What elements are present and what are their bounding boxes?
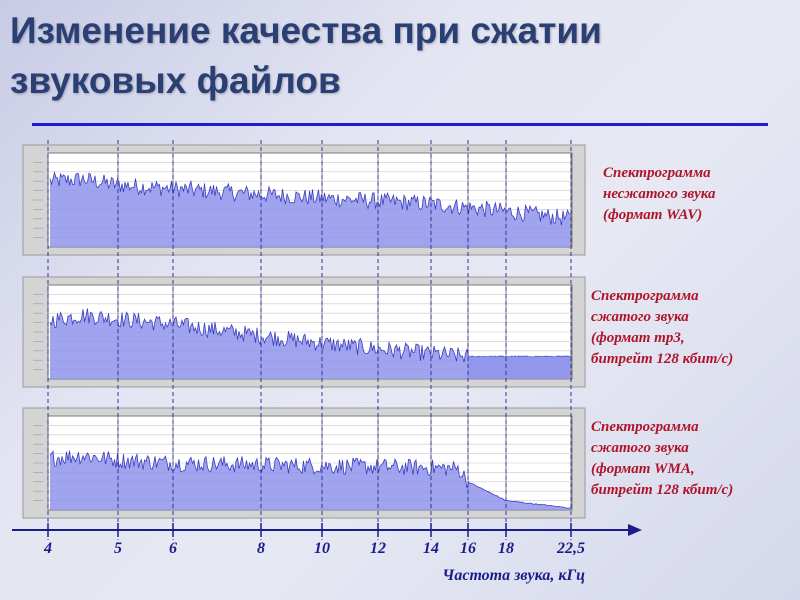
axis-arrowhead [628,524,642,536]
spectrogram-panel [22,407,586,519]
tick-label: 6 [169,540,177,557]
tick-label: 12 [370,540,386,557]
tick-label: 14 [423,540,439,557]
caption-mp3-line-2: сжатого звука [591,309,689,325]
caption-wma-line-3: (формат WMA, [591,461,695,477]
page-title: Изменение качества при сжатии звуковых ф… [10,6,770,106]
spectrum-line [49,308,571,363]
caption-wma: Спектрограмма сжатого звука (формат WMA,… [591,417,733,501]
spectrogram-panel [22,144,586,256]
caption-mp3-line-1: Спектрограмма [591,288,699,304]
caption-wav-line-3: (формат WAV) [603,207,703,223]
caption-wma-line-1: Спектрограмма [591,419,699,435]
caption-wav-line-1: Спектрограмма [603,165,711,181]
caption-mp3: Спектрограмма сжатого звука (формат mp3,… [591,286,733,370]
spectrum-line [49,170,571,226]
spectrum-tail [468,356,571,379]
caption-mp3-line-3: (формат mp3, [591,330,685,346]
spectrum-line [49,450,571,509]
axis-label: Частота звука, кГц [442,567,585,584]
title-line-1: Изменение качества при сжатии [10,10,602,51]
title-divider [32,123,768,126]
tick-label: 8 [257,540,265,557]
title-line-2: звуковых файлов [10,60,341,101]
tick-label: 5 [114,540,122,557]
caption-wav: Спектрограмма несжатого звука (формат WA… [603,163,716,226]
caption-wma-line-4: битрейт 128 кбит/с) [591,482,734,498]
tick-label: 18 [498,540,514,557]
spectrum-area [50,450,571,510]
tick-label: 4 [43,540,52,557]
caption-wma-line-2: сжатого звука [591,440,689,456]
tick-label: 22,5 [556,540,585,557]
spectrogram-panel [22,276,586,388]
tick-label: 16 [460,540,476,557]
caption-mp3-line-4: битрейт 128 кбит/с) [591,351,734,367]
tick-label: 10 [314,540,330,557]
caption-wav-line-2: несжатого звука [603,186,716,202]
